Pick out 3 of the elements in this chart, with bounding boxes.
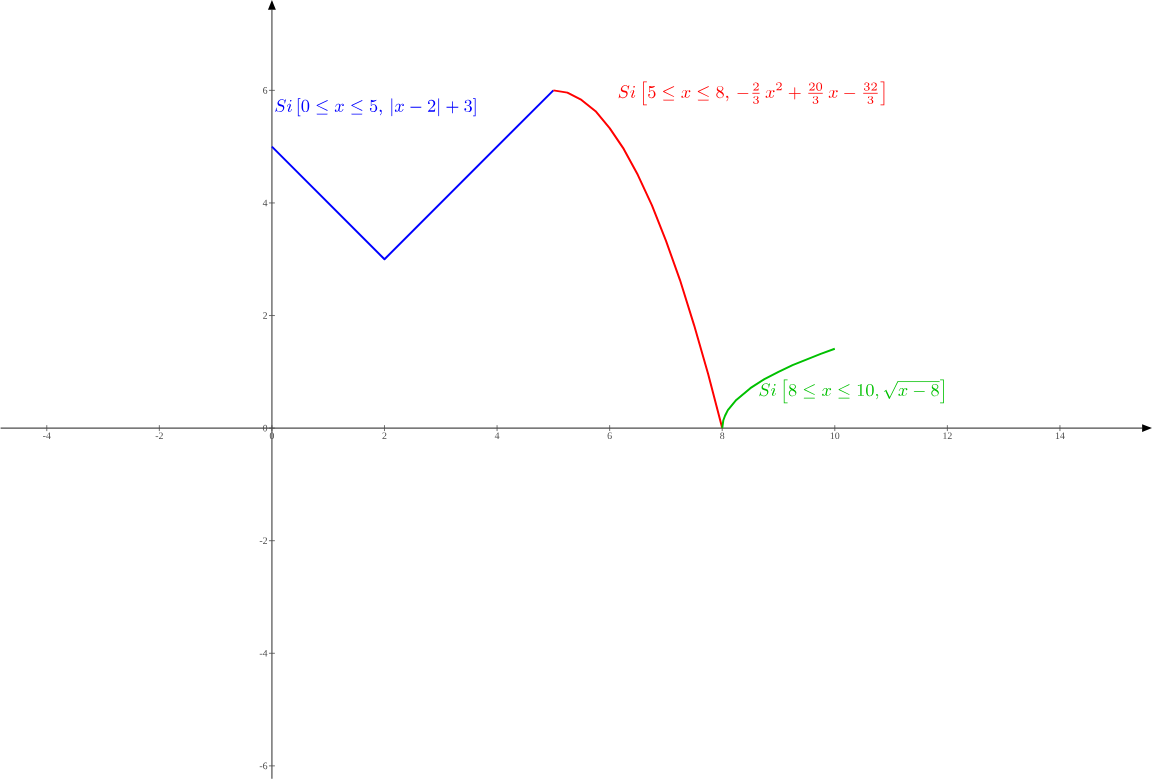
series-label: $Si\left[0 \le x \le 5,\, |x-2|+3\right]$ [275,98,476,117]
series-label: $Si\left[8 \le x \le 10, \sqrt{x-8}\right]$ [759,379,944,404]
series-label: $Si\left[5 \le x \le 8,\, -\frac{2}{3}\,x^2+\frac{20}{3}\,x-\frac{32}{3}\right]$ [618,81,885,106]
